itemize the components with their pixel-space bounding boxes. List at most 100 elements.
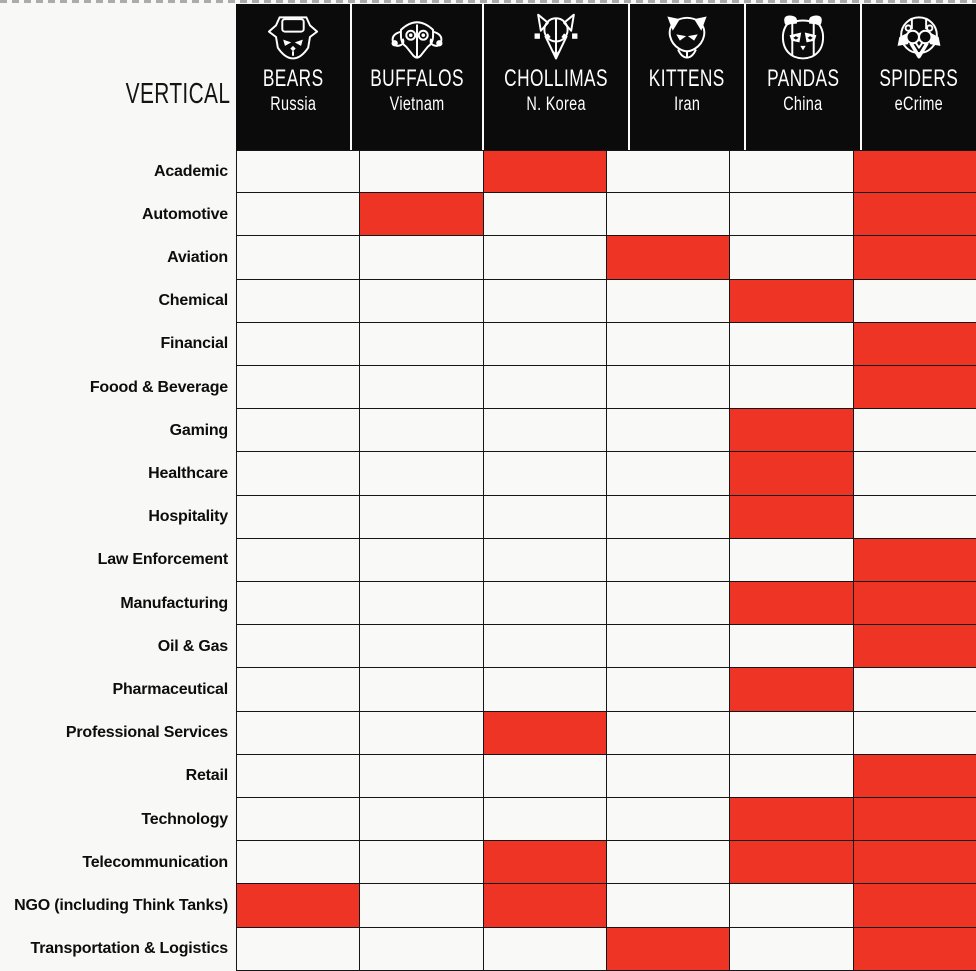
column-region: Russia xyxy=(269,94,316,115)
matrix-cell-empty xyxy=(482,754,606,799)
matrix-cell-targeted xyxy=(729,798,853,842)
column-header-bears: BEARS Russia xyxy=(236,4,350,150)
matrix-cell-empty xyxy=(605,884,730,928)
matrix-cell-empty xyxy=(852,452,976,496)
column-header-kittens: KITTENS Iran xyxy=(628,4,745,150)
matrix-cell-targeted xyxy=(482,711,606,755)
matrix-cell-empty xyxy=(729,711,853,755)
vertical-axis-label: VERTICAL xyxy=(125,78,230,110)
row-label: Technology xyxy=(141,810,228,828)
column-name: BEARS xyxy=(262,65,324,92)
matrix-cell-empty xyxy=(236,322,360,367)
column-name: BUFFALOS xyxy=(370,65,464,92)
matrix-row: Financial xyxy=(0,322,976,367)
matrix-cell-empty xyxy=(236,236,360,280)
matrix-cell-targeted xyxy=(236,884,360,928)
row-label: Academic xyxy=(154,162,228,180)
matrix-row: Foood & Beverage xyxy=(0,366,976,410)
matrix-cell-empty xyxy=(359,582,483,626)
matrix-row: Professional Services xyxy=(0,711,976,755)
matrix-cell-empty xyxy=(605,495,730,539)
row-label: Manufacturing xyxy=(120,594,228,612)
column-header-chollimas: CHOLLIMAS N. Korea xyxy=(482,4,629,150)
matrix-cell-empty xyxy=(852,668,976,712)
matrix-row: Oil & Gas xyxy=(0,625,976,669)
matrix-cell-empty xyxy=(236,754,360,799)
matrix-cell-empty xyxy=(605,193,730,237)
matrix-body: Academic Automotive Aviation Chemical Financ… xyxy=(0,150,976,971)
matrix-cell-empty xyxy=(236,366,360,410)
matrix-cell-empty xyxy=(359,452,483,496)
matrix-cell-empty xyxy=(729,150,853,194)
matrix-cell-targeted xyxy=(852,884,976,928)
spider-icon xyxy=(897,16,941,59)
row-label: Gaming xyxy=(169,421,229,439)
row-label: Professional Services xyxy=(65,724,228,742)
matrix-cell-empty xyxy=(605,279,730,323)
matrix-cell-targeted xyxy=(852,841,976,885)
row-label: Law Enforcement xyxy=(97,551,229,569)
matrix-cell-empty xyxy=(236,798,360,842)
matrix-cell-empty xyxy=(236,452,360,496)
matrix-cell-empty xyxy=(729,927,853,971)
matrix-cell-empty xyxy=(359,625,483,669)
column-region: eCrime xyxy=(894,94,944,115)
matrix-cell-empty xyxy=(605,452,730,496)
matrix-cell-empty xyxy=(236,150,360,194)
matrix-cell-empty xyxy=(359,711,483,755)
column-header-pandas: PANDAS China xyxy=(744,4,861,150)
matrix-cell-empty xyxy=(482,322,606,367)
matrix-cell-empty xyxy=(236,409,360,453)
matrix-cell-empty xyxy=(852,279,976,323)
buffalo-icon xyxy=(391,21,443,59)
matrix-cell-empty xyxy=(236,279,360,323)
matrix-cell-empty xyxy=(482,798,606,842)
matrix-cell-targeted xyxy=(852,582,976,626)
matrix-cell-empty xyxy=(359,668,483,712)
matrix-cell-targeted xyxy=(605,927,730,971)
matrix-cell-empty xyxy=(482,538,606,583)
matrix-cell-targeted xyxy=(482,884,606,928)
matrix-cell-targeted xyxy=(852,798,976,842)
matrix-row: NGO (including Think Tanks) xyxy=(0,884,976,928)
matrix-cell-targeted xyxy=(852,193,976,237)
matrix-cell-empty xyxy=(359,366,483,410)
matrix-row: Gaming xyxy=(0,409,976,453)
matrix-row: Law Enforcement xyxy=(0,538,976,583)
matrix-cell-empty xyxy=(482,582,606,626)
matrix-cell-targeted xyxy=(729,409,853,453)
matrix-cell-empty xyxy=(359,236,483,280)
matrix-cell-empty xyxy=(359,754,483,799)
top-dashed-border xyxy=(0,0,976,3)
matrix-cell-empty xyxy=(605,150,730,194)
matrix-cell-empty xyxy=(482,366,606,410)
column-name: KITTENS xyxy=(649,65,726,92)
matrix-cell-empty xyxy=(729,322,853,367)
matrix-cell-targeted xyxy=(852,236,976,280)
matrix-cell-targeted xyxy=(729,582,853,626)
matrix-row: Retail xyxy=(0,754,976,799)
matrix-cell-targeted xyxy=(852,538,976,583)
matrix-cell-empty xyxy=(236,625,360,669)
matrix-cell-empty xyxy=(605,538,730,583)
row-label: NGO (including Think Tanks) xyxy=(14,897,228,915)
matrix-cell-targeted xyxy=(852,754,976,799)
matrix-cell-empty xyxy=(729,366,853,410)
matrix-cell-empty xyxy=(482,927,606,971)
matrix-cell-empty xyxy=(236,495,360,539)
row-label: Pharmaceutical xyxy=(112,681,229,699)
matrix-cell-empty xyxy=(359,884,483,928)
matrix-cell-empty xyxy=(729,754,853,799)
matrix-cell-targeted xyxy=(729,841,853,885)
matrix-row: Chemical xyxy=(0,279,976,323)
matrix-cell-empty xyxy=(605,668,730,712)
matrix-cell-targeted xyxy=(852,322,976,367)
matrix-cell-targeted xyxy=(482,841,606,885)
row-label: Automotive xyxy=(141,205,228,223)
matrix-header: VERTICAL BEARS Russia xyxy=(0,0,976,150)
matrix-cell-empty xyxy=(359,841,483,885)
matrix-row: Hospitality xyxy=(0,495,976,539)
matrix-row: Transportation & Logistics xyxy=(0,927,976,971)
matrix-cell-targeted xyxy=(852,366,976,410)
